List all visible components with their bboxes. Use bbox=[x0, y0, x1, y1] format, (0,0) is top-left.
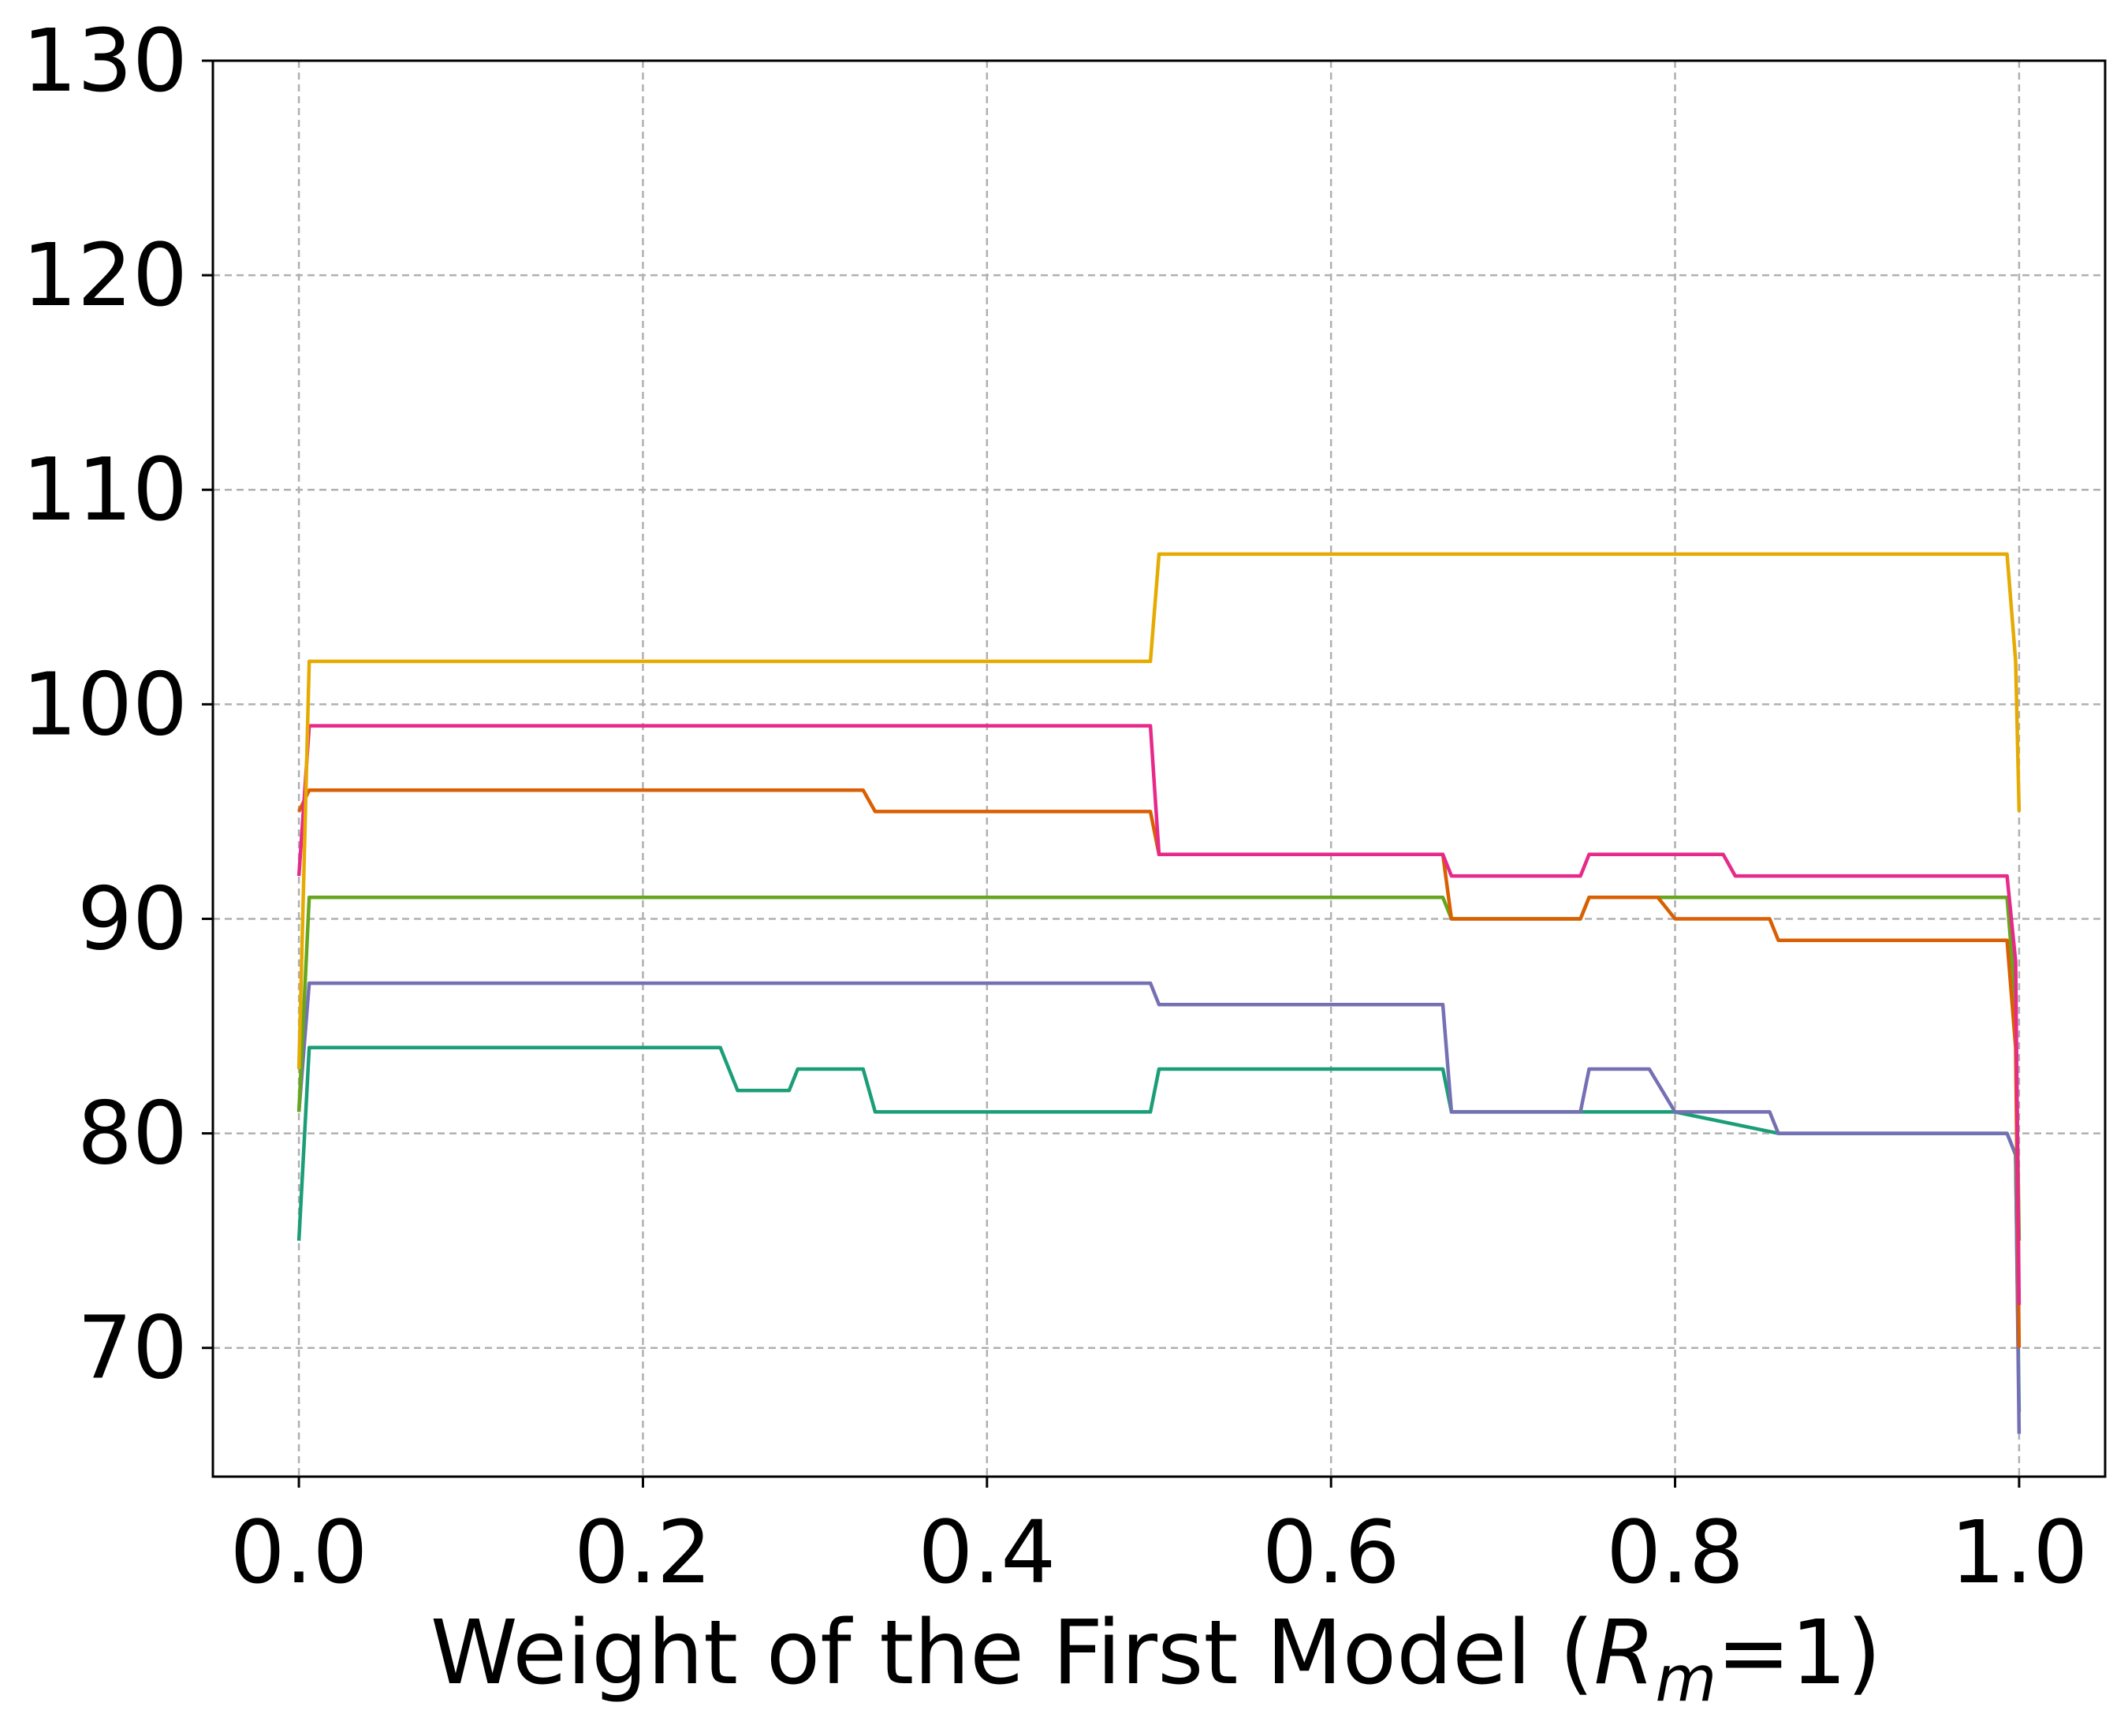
y-tick-label: 70 bbox=[77, 1298, 188, 1399]
series-line-1 bbox=[296, 1045, 2022, 1413]
y-tick-label: 80 bbox=[77, 1083, 188, 1184]
series-line-2 bbox=[296, 981, 2022, 1434]
y-tick-label: 90 bbox=[77, 868, 188, 969]
x-axis-label-symbol: R bbox=[1594, 1602, 1656, 1704]
series-line-4 bbox=[297, 788, 2022, 1348]
y-tick-label: 110 bbox=[22, 439, 188, 540]
x-tick-label: 0.2 bbox=[574, 1502, 712, 1603]
grid-lines bbox=[213, 59, 2105, 1477]
x-axis-label-subscript: m bbox=[1655, 1642, 1716, 1716]
y-tick-label: 130 bbox=[22, 10, 188, 111]
y-tick-label: 120 bbox=[22, 225, 188, 326]
x-axis-label: Weight of the First Model (Rm=1) bbox=[430, 1602, 1881, 1716]
x-tick-label: 0.4 bbox=[918, 1502, 1056, 1603]
series-lines bbox=[296, 552, 2022, 1434]
y-tick-label: 100 bbox=[22, 654, 188, 754]
x-axis-label-text: Weight of the First Model ( bbox=[430, 1602, 1594, 1704]
axis-ticks bbox=[202, 59, 2021, 1488]
y-tick-labels: 70 80 90 100 110 120 130 bbox=[22, 10, 188, 1399]
plot-frame bbox=[211, 59, 2107, 1478]
series-line-5 bbox=[296, 724, 2022, 1306]
x-tick-label: 0.8 bbox=[1606, 1502, 1744, 1603]
x-tick-labels: 0.0 0.2 0.4 0.6 0.8 1.0 bbox=[230, 1502, 2089, 1603]
x-tick-label: 1.0 bbox=[1950, 1502, 2088, 1603]
x-tick-label: 0.6 bbox=[1262, 1502, 1400, 1603]
x-tick-label: 0.0 bbox=[230, 1502, 368, 1603]
x-axis-label-suffix: =1) bbox=[1716, 1602, 1881, 1704]
series-line-6 bbox=[296, 552, 2022, 1070]
